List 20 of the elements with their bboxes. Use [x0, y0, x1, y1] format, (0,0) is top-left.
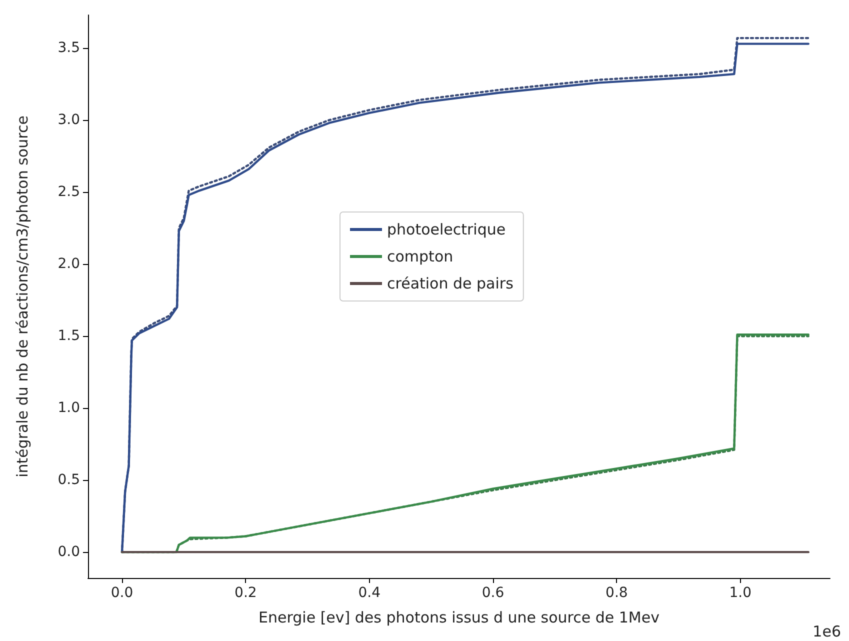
- legend-label: compton: [387, 248, 454, 266]
- y-tick-label: 1.0: [58, 400, 80, 416]
- y-tick-label: 0.5: [58, 472, 80, 488]
- text: 1e6: [812, 622, 842, 640]
- x-tick-label: 0.4: [358, 585, 381, 601]
- y-tick-label: 0.0: [58, 544, 80, 560]
- x-axis-title: Energie [ev] des photons issus d une source de 1Mev: [258, 608, 660, 626]
- y-tick-label: 1.5: [58, 328, 80, 344]
- y-tick-label: 3.5: [58, 40, 80, 56]
- y-axis-title: intégrale du nb de réactions/cm3/photon source: [14, 116, 32, 478]
- legend-label: création de pairs: [387, 274, 514, 292]
- x-tick-label: 0.8: [606, 585, 628, 601]
- x-tick-label: 0.2: [234, 585, 257, 601]
- y-tick-label: 2.0: [58, 256, 80, 272]
- y-tick-label: 3.0: [58, 112, 80, 128]
- x-tick-label: 0.6: [482, 585, 504, 601]
- x-tick-label: 1.0: [729, 585, 752, 601]
- x-tick-label: 0.0: [110, 585, 134, 601]
- y-tick-label: 2.5: [58, 184, 80, 200]
- legend-label: photoelectrique: [387, 220, 506, 238]
